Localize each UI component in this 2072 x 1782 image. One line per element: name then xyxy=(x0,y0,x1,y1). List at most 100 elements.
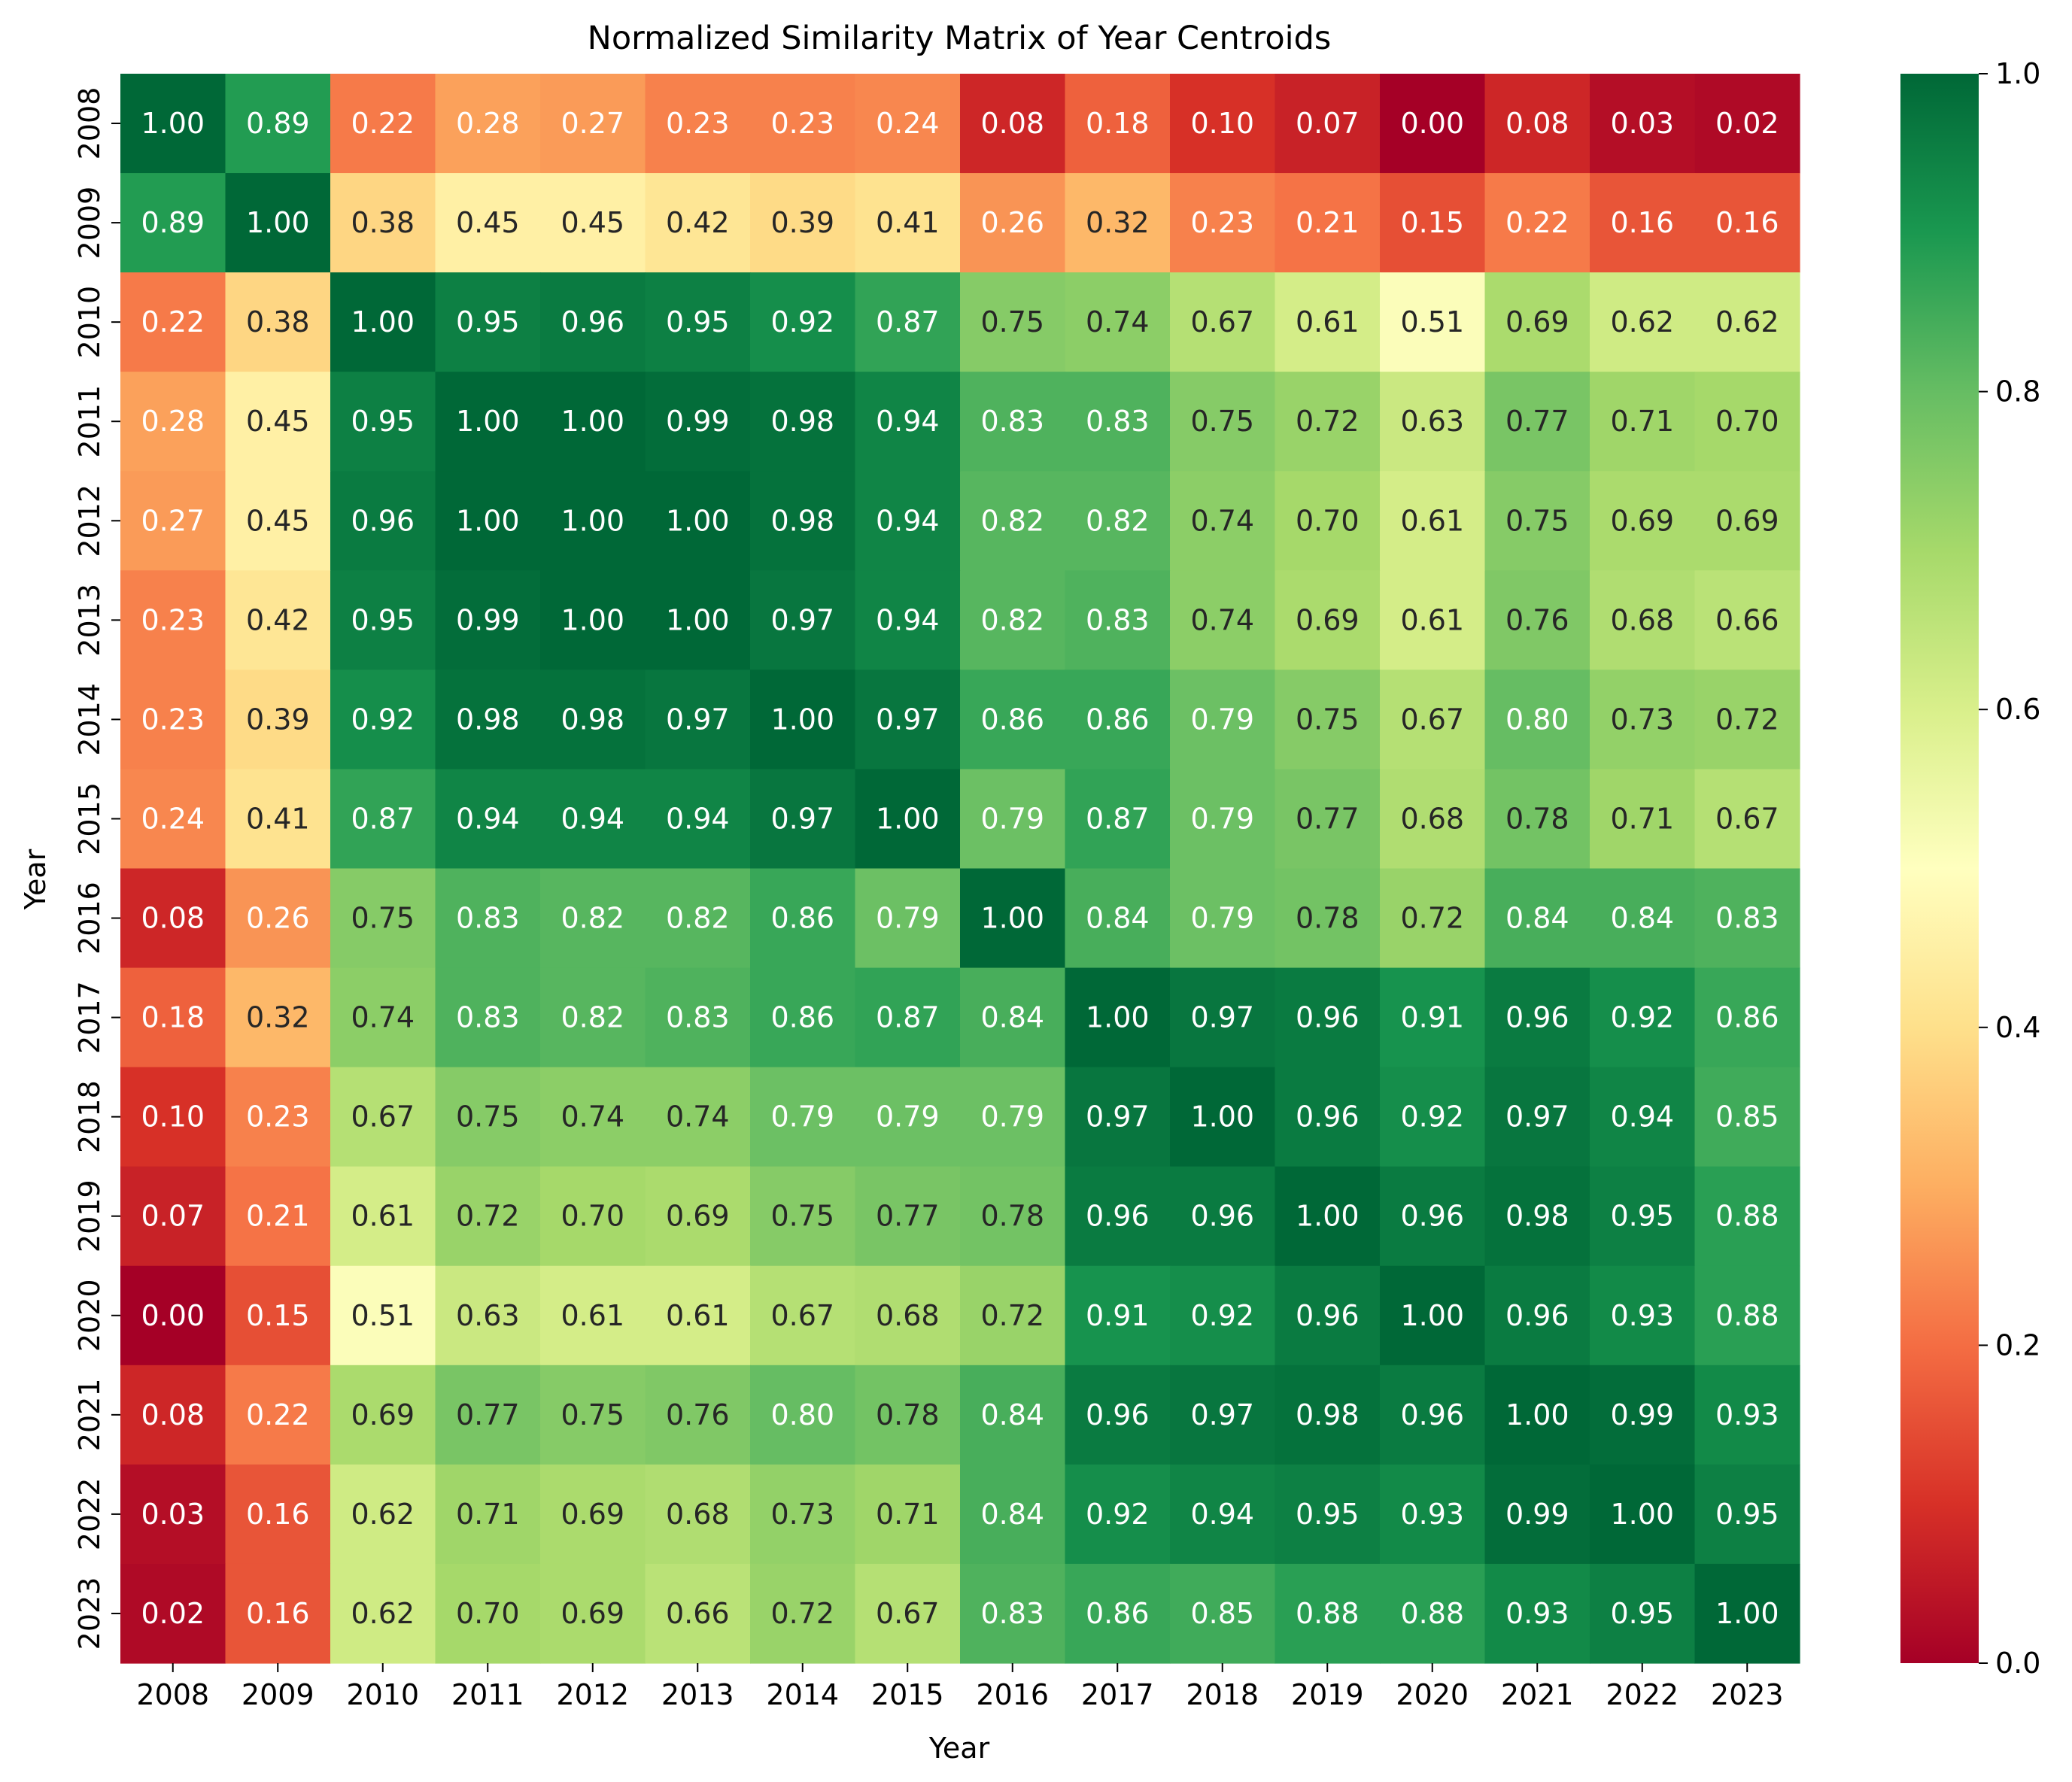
heatmap-cell xyxy=(1380,173,1486,273)
cell-value-label: 0.87 xyxy=(876,1001,940,1034)
heatmap-cell xyxy=(1065,868,1171,969)
heatmap-cell xyxy=(225,1067,331,1167)
cell-value-label: 0.67 xyxy=(1400,703,1464,736)
cell-value-label: 0.83 xyxy=(980,1597,1044,1630)
cell-value-label: 0.96 xyxy=(1190,1200,1254,1233)
y-tick-label: 2012 xyxy=(73,484,106,557)
cell-value-label: 1.00 xyxy=(1610,1498,1674,1531)
heatmap-cell xyxy=(540,967,646,1068)
cell-value-label: 0.98 xyxy=(456,703,520,736)
heatmap-cell xyxy=(855,1464,961,1565)
cell-value-label: 0.93 xyxy=(1715,1398,1779,1431)
cell-value-label: 1.00 xyxy=(666,603,730,636)
y-tick-label: 2010 xyxy=(73,286,106,359)
cell-value-label: 0.93 xyxy=(1400,1498,1464,1531)
heatmap-cell xyxy=(435,74,541,174)
y-tick-label: 2022 xyxy=(73,1478,106,1551)
heatmap-cell xyxy=(1380,372,1486,472)
heatmap-cell xyxy=(1170,769,1276,870)
heatmap-cell xyxy=(750,769,856,870)
cell-value-label: 0.16 xyxy=(246,1498,310,1531)
cell-value-label: 0.28 xyxy=(456,107,520,140)
cell-value-label: 1.00 xyxy=(1190,1100,1254,1134)
cell-value-label: 0.82 xyxy=(666,902,730,935)
heatmap-cell xyxy=(120,769,226,870)
heatmap-cell xyxy=(645,1067,751,1167)
heatmap-cell xyxy=(1484,868,1590,969)
cell-value-label: 0.78 xyxy=(1296,902,1360,935)
cell-value-label: 0.92 xyxy=(1400,1100,1464,1134)
cell-value-label: 0.72 xyxy=(1400,902,1464,935)
heatmap-cell xyxy=(960,1166,1066,1267)
y-tick-label: 2013 xyxy=(73,584,106,657)
heatmap-cell xyxy=(855,173,961,273)
cell-value-label: 0.79 xyxy=(770,1100,834,1134)
cell-value-label: 0.10 xyxy=(141,1100,205,1134)
x-tick-label: 2018 xyxy=(1186,1678,1259,1711)
heatmap-cell xyxy=(435,372,541,472)
heatmap-cell xyxy=(540,372,646,472)
heatmap-cell xyxy=(1590,1166,1696,1267)
heatmap-cell xyxy=(1484,1464,1590,1565)
cell-value-label: 0.67 xyxy=(1190,305,1254,338)
cell-value-label: 1.00 xyxy=(561,405,624,438)
heatmap-cell xyxy=(1380,1166,1486,1267)
cell-value-label: 0.69 xyxy=(1610,504,1674,537)
cell-value-label: 0.94 xyxy=(456,802,520,835)
cell-value-label: 0.85 xyxy=(1190,1597,1254,1630)
heatmap-cell xyxy=(960,471,1066,571)
heatmap-cell xyxy=(855,372,961,472)
heatmap-cell xyxy=(1065,1563,1171,1664)
heatmap-cell xyxy=(960,1464,1066,1565)
heatmap-cell xyxy=(120,1067,226,1167)
cell-value-label: 0.61 xyxy=(666,1299,730,1332)
heatmap-cell xyxy=(225,769,331,870)
cell-value-label: 0.92 xyxy=(1086,1498,1150,1531)
cell-value-label: 0.69 xyxy=(1715,504,1779,537)
heatmap-cell xyxy=(540,669,646,770)
cell-value-label: 0.08 xyxy=(141,1398,205,1431)
heatmap-cell xyxy=(960,1365,1066,1465)
heatmap-cell xyxy=(750,868,856,969)
heatmap-cell xyxy=(225,1365,331,1465)
heatmap-cell xyxy=(225,669,331,770)
heatmap-cell xyxy=(960,769,1066,870)
cell-value-label: 1.00 xyxy=(1296,1200,1360,1233)
cell-value-label: 0.32 xyxy=(246,1001,310,1034)
heatmap-cell xyxy=(1274,1464,1381,1565)
heatmap-cell xyxy=(330,1166,436,1267)
cell-value-label: 0.98 xyxy=(1296,1398,1360,1431)
cell-value-label: 0.95 xyxy=(1715,1498,1779,1531)
heatmap-cell xyxy=(855,1563,961,1664)
colorbar-tick-label: 0.2 xyxy=(1995,1328,2040,1362)
cell-value-label: 0.96 xyxy=(1505,1299,1569,1332)
heatmap-cell xyxy=(960,272,1066,372)
cell-value-label: 1.00 xyxy=(1086,1001,1150,1034)
cell-value-label: 0.85 xyxy=(1715,1100,1779,1134)
cell-value-label: 0.98 xyxy=(1505,1200,1569,1233)
heatmap-cell xyxy=(1170,173,1276,273)
heatmap-cell xyxy=(960,173,1066,273)
x-axis-label: Year xyxy=(928,1732,990,1765)
cell-value-label: 0.72 xyxy=(1296,405,1360,438)
cell-value-label: 0.94 xyxy=(876,405,940,438)
cell-value-label: 0.97 xyxy=(1505,1100,1569,1134)
cell-value-label: 0.86 xyxy=(1086,703,1150,736)
heatmap-cell xyxy=(1274,1563,1381,1664)
heatmap-cell xyxy=(225,173,331,273)
cell-value-label: 0.72 xyxy=(1715,703,1779,736)
cell-value-label: 0.74 xyxy=(1086,305,1150,338)
cell-value-label: 0.62 xyxy=(1610,305,1674,338)
cell-value-label: 1.00 xyxy=(980,902,1044,935)
heatmap-cell xyxy=(120,1265,226,1366)
heatmap-cell xyxy=(1380,74,1486,174)
cell-value-label: 0.95 xyxy=(1296,1498,1360,1531)
cell-value-label: 0.74 xyxy=(351,1001,415,1034)
cell-value-label: 0.83 xyxy=(1715,902,1779,935)
cell-value-label: 0.70 xyxy=(1715,405,1779,438)
heatmap-cell xyxy=(960,967,1066,1068)
heatmap-cell xyxy=(960,669,1066,770)
cell-value-label: 0.96 xyxy=(1400,1200,1464,1233)
cell-value-label: 0.27 xyxy=(561,107,624,140)
heatmap-cell xyxy=(1484,1265,1590,1366)
